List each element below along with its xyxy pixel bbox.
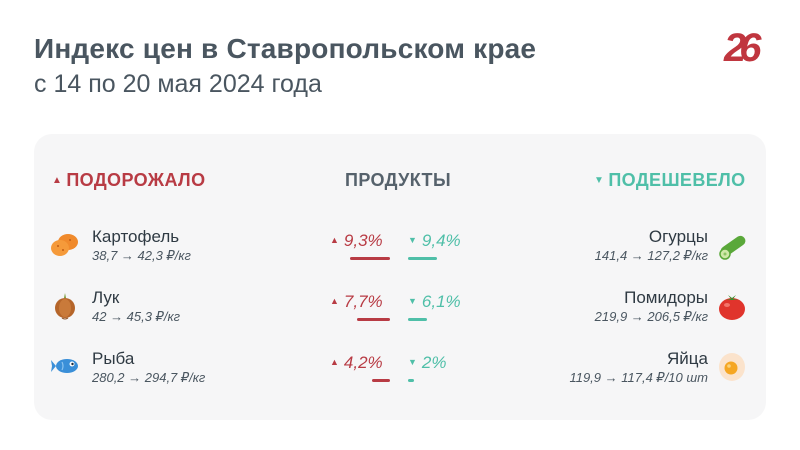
- increase-percent: ▲ 9,3%: [330, 231, 383, 250]
- increase-bar: [350, 257, 390, 260]
- decreased-header: ▼ ПОДЕШЕВЕЛО: [594, 170, 746, 191]
- up-arrow-icon: ▲: [330, 357, 339, 367]
- increase-bar: [371, 379, 390, 382]
- increased-product-price: 280,2 → 294,7 ₽/кг: [92, 370, 206, 385]
- page-subtitle: с 14 по 20 мая 2024 года: [34, 70, 322, 98]
- potato-icon: [51, 234, 78, 256]
- products-header: ПРОДУКТЫ: [345, 170, 451, 190]
- tomato-icon: [719, 295, 745, 320]
- fish-icon: [51, 359, 78, 373]
- logo: 26: [724, 26, 761, 70]
- up-arrow-icon: ▲: [330, 296, 339, 306]
- down-arrow-icon: ▼: [408, 235, 417, 245]
- down-arrow-icon: ▼: [408, 357, 417, 367]
- price-index-card: [34, 134, 766, 420]
- down-arrow-icon: ▼: [408, 296, 417, 306]
- decreased-product-name: Яйца: [667, 349, 708, 368]
- decreased-label: ПОДЕШЕВЕЛО: [608, 170, 746, 190]
- up-arrow-icon: ▲: [330, 235, 339, 245]
- increased-label: ПОДОРОЖАЛО: [66, 170, 206, 190]
- decreased-product-price: 141,4 → 127,2 ₽/кг: [594, 248, 708, 263]
- decreased-product-name: Помидоры: [624, 288, 708, 307]
- decrease-bar: [408, 318, 427, 321]
- increase-percent: ▲ 7,7%: [330, 292, 383, 311]
- increased-product-name: Рыба: [92, 349, 135, 368]
- egg-icon: [719, 353, 745, 381]
- decrease-bar: [408, 379, 415, 382]
- increased-product-name: Картофель: [92, 227, 180, 246]
- decreased-product-price: 119,9 → 117,4 ₽/10 шт: [569, 370, 708, 385]
- table-row: Картофель 38,7 → 42,3 ₽/кг ▲ 9,3% ▼ 9,4% О…: [0, 227, 800, 277]
- increased-header: ▲ ПОДОРОЖАЛО: [52, 170, 206, 191]
- page-title: Индекс цен в Ставропольском крае: [34, 33, 537, 64]
- decrease-percent: ▼ 2%: [408, 353, 447, 372]
- onion-icon: [55, 293, 75, 320]
- decreased-product-price: 219,9 → 206,5 ₽/кг: [594, 309, 708, 324]
- decrease-bar: [408, 257, 438, 260]
- cucumber-icon: [719, 235, 746, 260]
- increase-percent: ▲ 4,2%: [330, 353, 383, 372]
- increased-product-price: 38,7 → 42,3 ₽/кг: [92, 248, 191, 263]
- table-row: Рыба 280,2 → 294,7 ₽/кг ▲ 4,2% ▼ 2% Яйца 1…: [0, 349, 800, 399]
- decrease-percent: ▼ 9,4%: [408, 231, 461, 250]
- increase-bar: [356, 318, 390, 321]
- decrease-percent: ▼ 6,1%: [408, 292, 461, 311]
- table-row: Лук 42 → 45,3 ₽/кг ▲ 7,7% ▼ 6,1% Помидоры …: [0, 288, 800, 338]
- down-arrow-icon: ▼: [594, 175, 605, 186]
- up-arrow-icon: ▲: [52, 175, 63, 186]
- decreased-product-name: Огурцы: [648, 227, 708, 246]
- increased-product-price: 42 → 45,3 ₽/кг: [92, 309, 181, 324]
- increased-product-name: Лук: [92, 288, 120, 307]
